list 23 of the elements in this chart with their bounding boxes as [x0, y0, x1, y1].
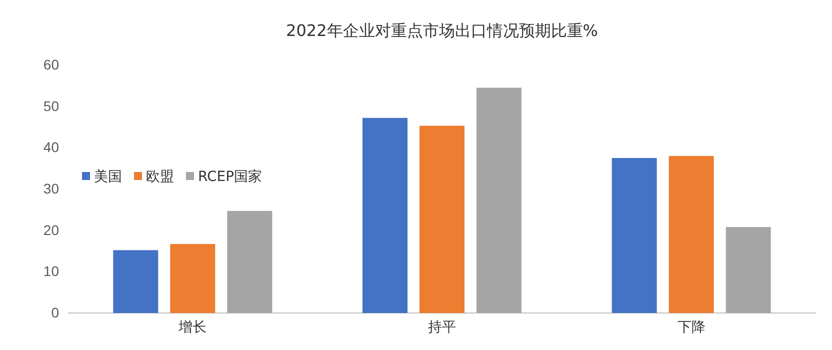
y-tick-label: 20 — [43, 222, 60, 238]
bar — [113, 250, 158, 313]
x-tick-label: 下降 — [677, 318, 706, 334]
bar — [668, 156, 714, 313]
x-tick-label: 增长 — [178, 318, 207, 334]
y-tick-label: 10 — [43, 263, 60, 280]
bar — [362, 118, 408, 313]
bar — [227, 210, 272, 313]
y-tick-label: 50 — [43, 98, 60, 114]
legend-label: 美国 — [94, 168, 122, 185]
bar — [476, 88, 522, 313]
y-tick-label: 30 — [43, 180, 60, 196]
y-tick-label: 60 — [43, 56, 60, 72]
y-tick-label: 40 — [43, 139, 60, 156]
y-tick-label: 0 — [51, 304, 60, 320]
chart-title: 2022年企业对重点市场出口情况预期比重% — [286, 21, 598, 40]
bar — [726, 227, 771, 313]
bar — [420, 126, 464, 313]
x-tick-label: 持平 — [428, 318, 456, 334]
legend-label: 欧盟 — [146, 168, 174, 185]
bar — [612, 158, 657, 313]
legend-label: RCEP国家 — [198, 168, 262, 185]
bar — [170, 244, 216, 313]
